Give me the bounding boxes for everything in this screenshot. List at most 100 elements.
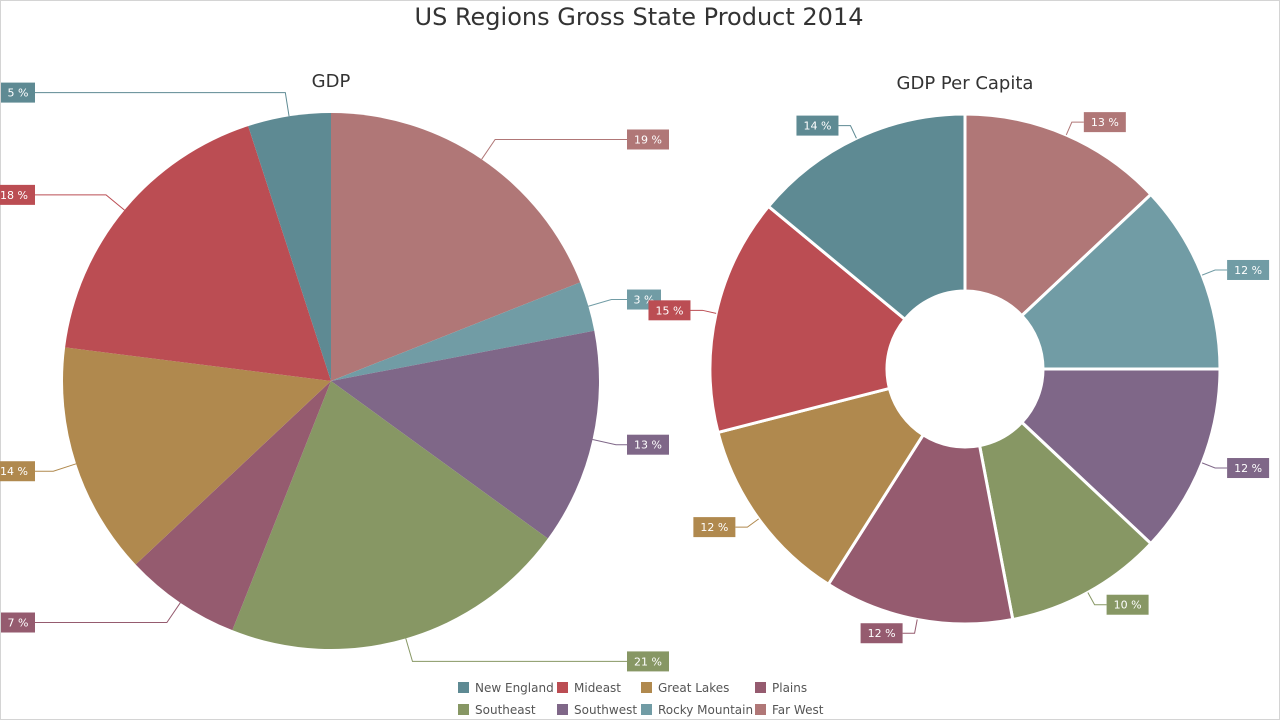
legend-label-mideast: Mideast — [574, 681, 621, 695]
gdp-far-west-data-label: 19 % — [627, 129, 669, 150]
gdp-per-capita-mideast-data-label: 15 % — [648, 300, 691, 321]
legend-label-new-england: New England — [475, 681, 554, 695]
legend-swatch-far-west — [755, 704, 766, 715]
gdp-per-capita-plains-leader-line — [902, 619, 918, 634]
gdp-southeast-data-label: 21 % — [627, 651, 669, 672]
gdp-southeast-leader-line — [405, 638, 627, 662]
gdp-southeast-label-text: 21 % — [634, 655, 662, 668]
gdp-per-capita-plains-label-text: 12 % — [868, 627, 896, 640]
gdp-great-lakes-leader-line — [35, 463, 77, 472]
gdp-plains-label-box — [1, 612, 35, 633]
gdp-per-capita-far-west-label-text: 13 % — [1091, 116, 1119, 129]
gdp-per-capita-southwest-slice[interactable] — [1019, 367, 1222, 546]
legend-label-rocky-mountain: Rocky Mountain — [658, 703, 753, 717]
gdp-per-capita-rocky-mountain-label-box — [1227, 259, 1270, 280]
gdp-per-capita-mideast-label-text: 15 % — [656, 304, 684, 317]
gdp-per-capita-new-england-slice[interactable] — [766, 112, 967, 322]
legend-item-new-england[interactable]: New England — [458, 681, 554, 695]
gdp-great-lakes-slice[interactable] — [63, 347, 331, 565]
legend-item-plains[interactable]: Plains — [755, 681, 807, 695]
gdp-southwest-slice[interactable] — [331, 330, 599, 539]
gdp-plains-leader-line — [35, 602, 181, 624]
gdp-chart-title: GDP — [312, 71, 351, 92]
legend-item-southwest[interactable]: Southwest — [557, 703, 637, 717]
gdp-per-capita-plains-data-label: 12 % — [860, 623, 903, 644]
gdp-per-capita-rocky-mountain-leader-line — [1201, 269, 1228, 276]
legend-swatch-southwest — [557, 704, 568, 715]
gdp-far-west-slice[interactable] — [331, 113, 581, 381]
gdp-per-capita-great-lakes-slice[interactable] — [716, 386, 926, 587]
gdp-southeast-label-box — [627, 651, 669, 672]
gdp-per-capita-rocky-mountain-data-label: 12 % — [1227, 259, 1270, 280]
gdp-per-capita-plains-label-box — [860, 623, 903, 644]
gdp-per-capita-new-england-data-label: 14 % — [796, 115, 839, 136]
legend-item-southeast[interactable]: Southeast — [458, 703, 536, 717]
gdp-new-england-data-label: 5 % — [1, 82, 35, 103]
gdp-per-capita-new-england-label-box — [796, 115, 839, 136]
legend-swatch-great-lakes — [641, 682, 652, 693]
legend-item-far-west[interactable]: Far West — [755, 703, 824, 717]
gdp-per-capita-southeast-slice[interactable] — [977, 420, 1154, 622]
gdp-far-west-label-text: 19 % — [634, 133, 662, 146]
gdp-southwest-label-text: 13 % — [634, 439, 662, 452]
gdp-per-capita-great-lakes-leader-line — [735, 518, 759, 528]
legend-label-southwest: Southwest — [574, 703, 637, 717]
legend-item-rocky-mountain[interactable]: Rocky Mountain — [641, 703, 753, 717]
gdp-per-capita-great-lakes-label-text: 12 % — [700, 521, 728, 534]
gdp-great-lakes-label-text: 14 % — [0, 465, 28, 478]
gdp-mideast-leader-line — [35, 194, 125, 211]
gdp-per-capita-southeast-label-text: 10 % — [1114, 599, 1142, 612]
gdp-new-england-slice[interactable] — [248, 113, 331, 381]
gdp-per-capita-mideast-slice[interactable] — [708, 204, 908, 435]
legend-label-far-west: Far West — [772, 703, 824, 717]
gdp-new-england-leader-line — [35, 92, 290, 117]
gdp-per-capita-plains-slice[interactable] — [826, 432, 1015, 626]
gdp-per-capita-rocky-mountain-slice[interactable] — [1019, 192, 1222, 371]
legend-swatch-new-england — [458, 682, 469, 693]
legend-label-southeast: Southeast — [475, 703, 536, 717]
gdp-great-lakes-label-box — [0, 461, 35, 482]
gdp-per-capita-new-england-label-text: 14 % — [803, 120, 831, 133]
gdp-great-lakes-data-label: 14 % — [0, 461, 35, 482]
gdp-per-capita-chart-title: GDP Per Capita — [897, 73, 1034, 94]
legend-label-great-lakes: Great Lakes — [658, 681, 729, 695]
gdp-mideast-label-text: 18 % — [0, 189, 28, 202]
gdp-per-capita-donut-chart: GDP Per Capita 13 % 12 % 12 % 10 % 12 % 12 % 1… — [648, 73, 1270, 644]
gdp-rocky-mountain-slice[interactable] — [331, 282, 595, 381]
gdp-plains-label-text: 7 % — [8, 617, 29, 630]
gdp-per-capita-mideast-leader-line — [690, 309, 717, 314]
gdp-per-capita-southwest-data-label: 12 % — [1227, 458, 1270, 479]
gdp-per-capita-rocky-mountain-label-text: 12 % — [1234, 264, 1262, 277]
legend-label-plains: Plains — [772, 681, 807, 695]
gdp-per-capita-southwest-leader-line — [1201, 462, 1228, 469]
legend-item-great-lakes[interactable]: Great Lakes — [641, 681, 729, 695]
legend-swatch-plains — [755, 682, 766, 693]
legend-swatch-rocky-mountain — [641, 704, 652, 715]
legend: New England Mideast Great Lakes Plains South… — [458, 681, 824, 717]
chart-title: US Regions Gross State Product 2014 — [415, 3, 864, 31]
gdp-mideast-data-label: 18 % — [0, 184, 35, 205]
gdp-per-capita-southwest-label-box — [1227, 458, 1270, 479]
gdp-southwest-label-box — [627, 434, 669, 455]
gdp-pie-chart: GDP 19 %3 %13 %21 %7 %14 %18 %5 % — [0, 71, 669, 672]
gdp-per-capita-southeast-leader-line — [1087, 592, 1107, 606]
gdp-rocky-mountain-leader-line — [588, 299, 627, 307]
gdp-mideast-slice[interactable] — [65, 126, 332, 381]
gdp-southwest-leader-line — [592, 438, 627, 446]
legend-item-mideast[interactable]: Mideast — [557, 681, 621, 695]
gdp-new-england-label-text: 5 % — [8, 87, 29, 100]
gdp-per-capita-far-west-slice[interactable] — [963, 112, 1154, 318]
gdp-per-capita-great-lakes-label-box — [693, 517, 736, 538]
gdp-per-capita-mideast-label-box — [648, 300, 691, 321]
gdp-southeast-slice[interactable] — [232, 381, 548, 649]
gdp-per-capita-far-west-data-label: 13 % — [1083, 112, 1126, 133]
gdp-southwest-data-label: 13 % — [627, 434, 669, 455]
gdp-per-capita-far-west-leader-line — [1065, 121, 1084, 136]
gdp-per-capita-far-west-label-box — [1083, 112, 1126, 133]
gdp-new-england-label-box — [1, 82, 35, 103]
gdp-plains-slice[interactable] — [135, 381, 331, 631]
gdp-plains-data-label: 7 % — [1, 612, 35, 633]
gdp-per-capita-southeast-label-box — [1106, 594, 1149, 615]
gdp-per-capita-new-england-leader-line — [838, 125, 857, 139]
